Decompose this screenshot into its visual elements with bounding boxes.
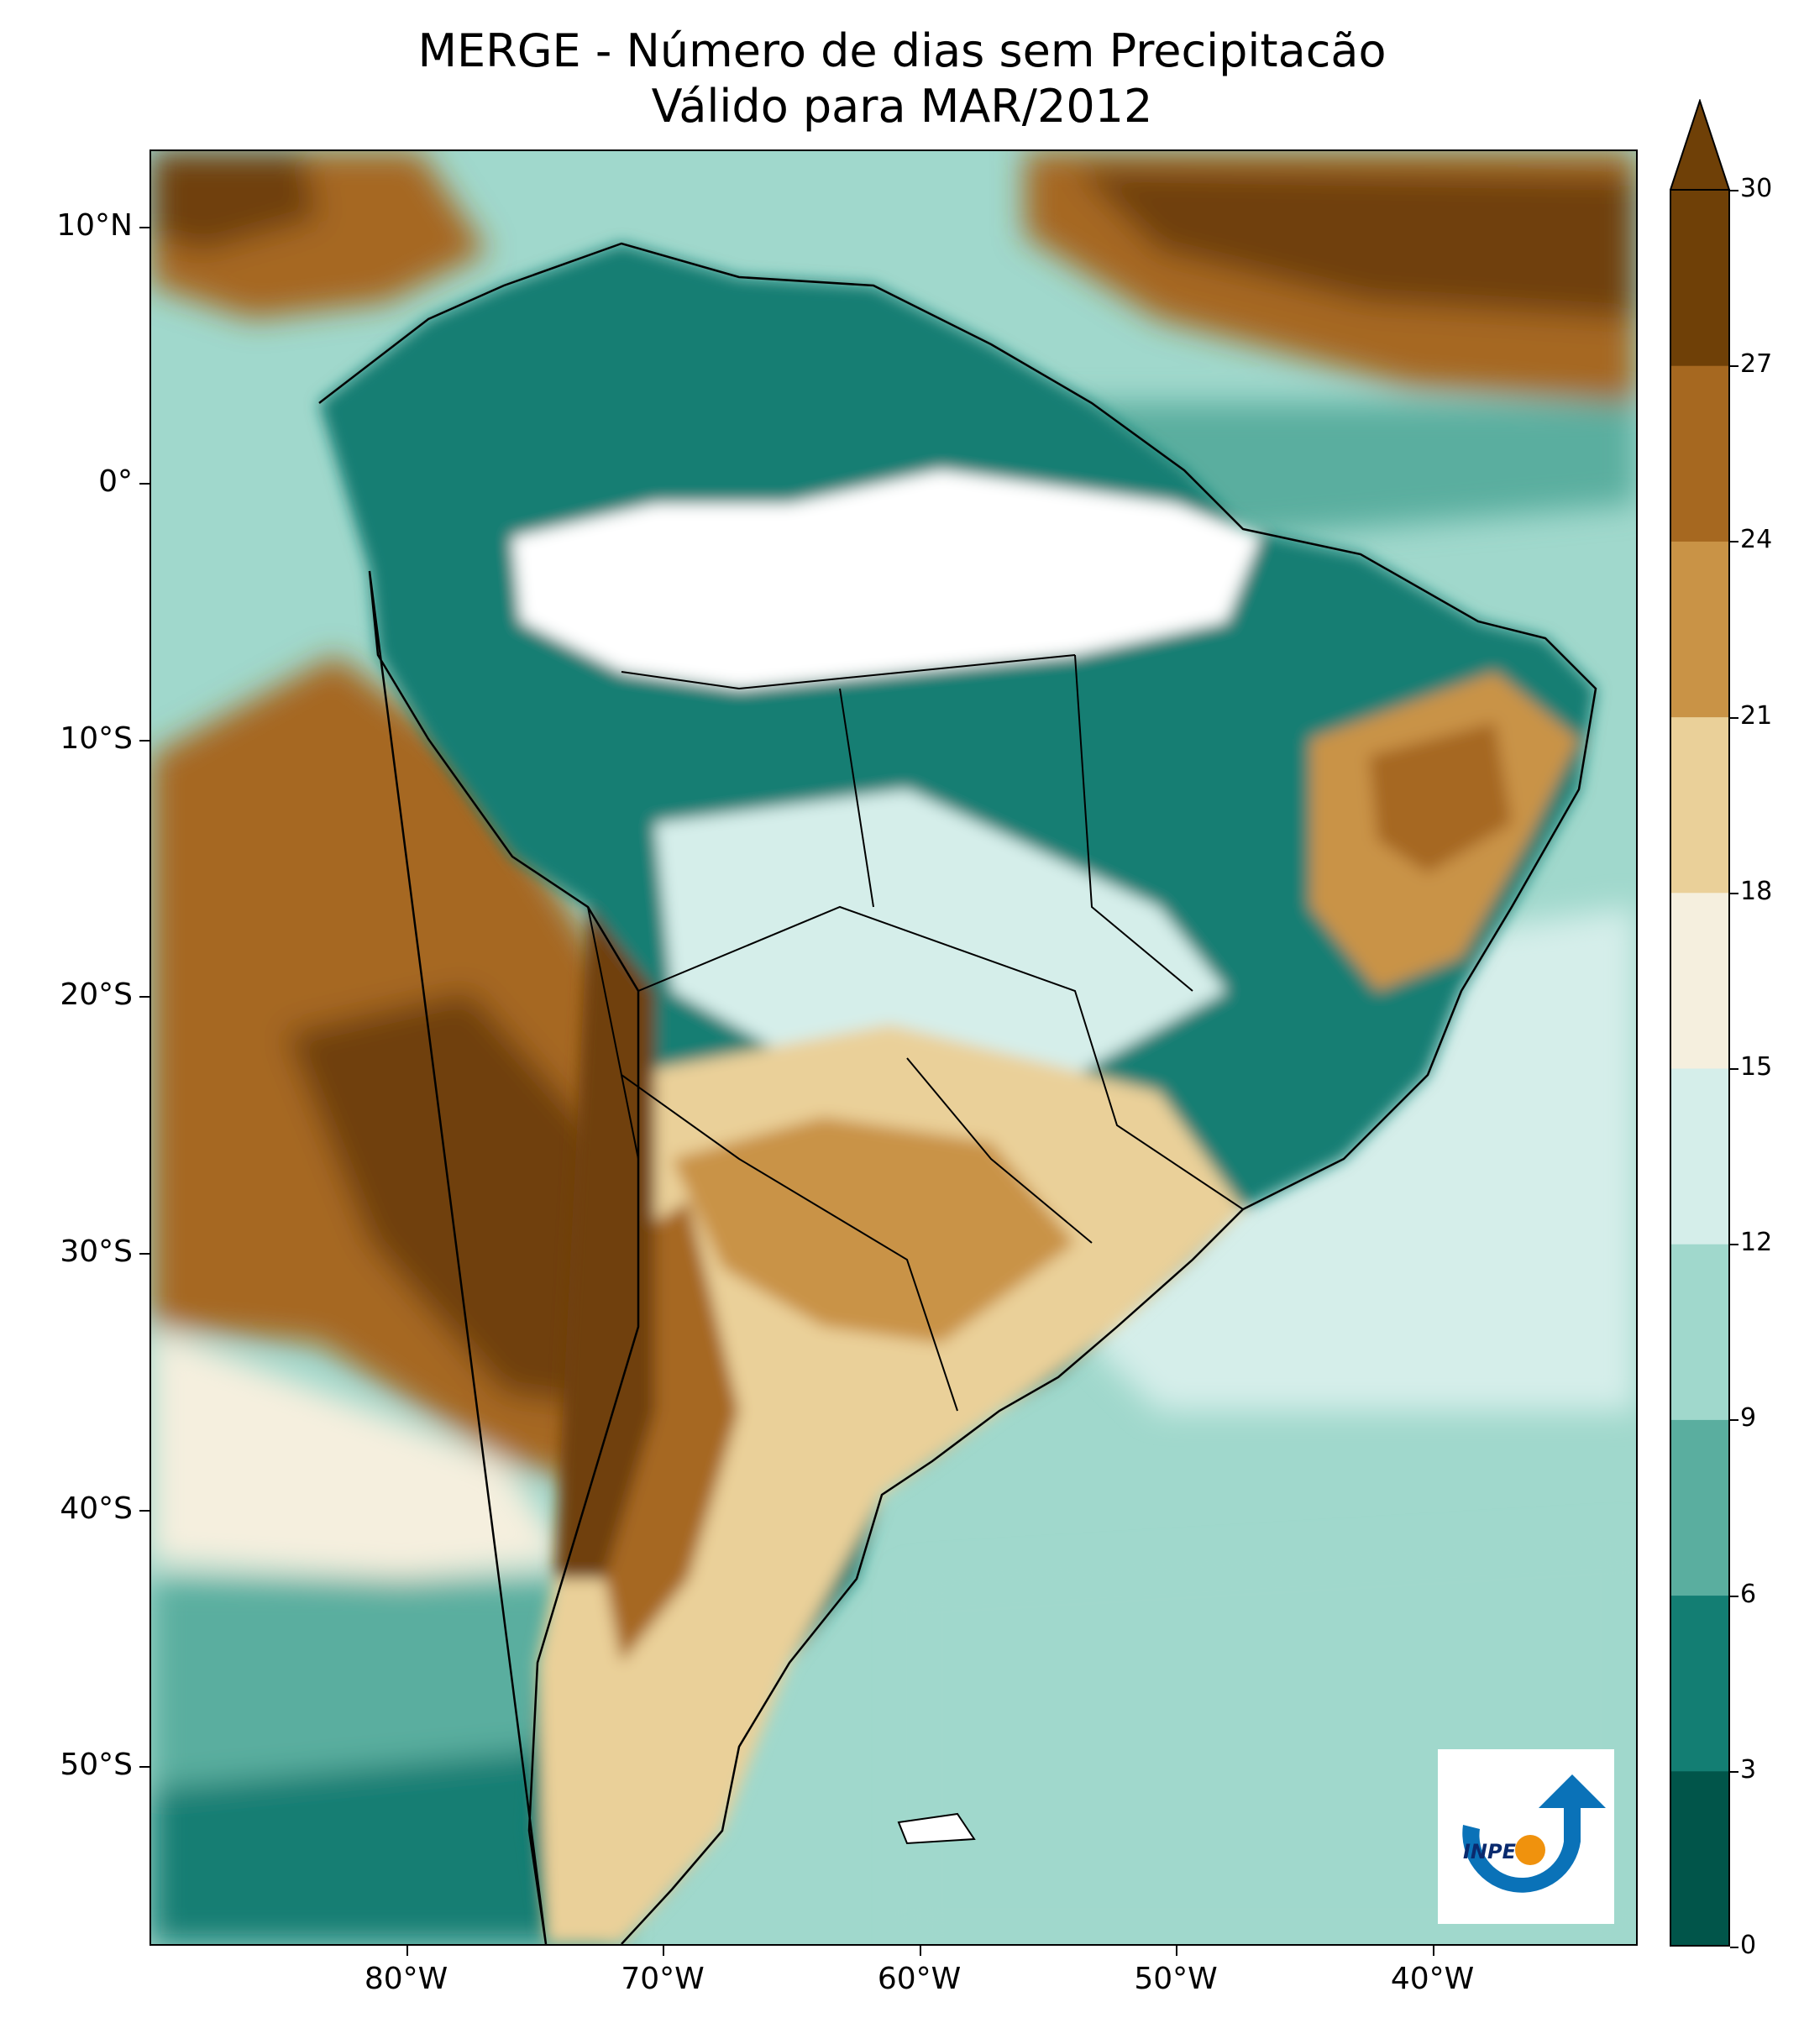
colorbar-tick-label: 12 — [1740, 1228, 1773, 1258]
colorbar-segment — [1670, 716, 1729, 894]
map-area — [149, 149, 1638, 1946]
lat-tick-mark — [139, 1766, 149, 1769]
colorbar-tick-mark — [1730, 1770, 1738, 1773]
lat-tick-label: 30°S — [60, 1234, 133, 1269]
lat-tick-label: 0° — [98, 464, 133, 500]
lat-tick-mark — [139, 1509, 149, 1512]
colorbar-segment — [1670, 541, 1729, 718]
colorbar-tick-mark — [1730, 1419, 1738, 1422]
colorbar-tick-mark — [1730, 1947, 1738, 1948]
colorbar-tick-label: 18 — [1740, 876, 1773, 906]
colorbar-segment — [1670, 1419, 1729, 1596]
colorbar-segment — [1670, 1770, 1729, 1947]
inpe-logo: INPE — [1438, 1749, 1614, 1924]
colorbar-tick-mark — [1730, 1595, 1738, 1597]
colorbar-tick-mark — [1730, 190, 1738, 191]
colorbar-tick-label: 9 — [1740, 1403, 1757, 1433]
lon-tick-label: 40°W — [1390, 1962, 1475, 1996]
lon-tick-mark — [1432, 1946, 1434, 1956]
colorbar-tick-mark — [1730, 541, 1738, 543]
colorbar-tick-label: 30 — [1740, 174, 1773, 203]
lon-tick-mark — [1176, 1946, 1178, 1956]
lat-tick-label: 20°S — [60, 977, 133, 1013]
colorbar-segment — [1670, 1068, 1729, 1245]
lat-tick-mark — [139, 739, 149, 742]
lat-tick-label: 10°N — [56, 207, 133, 243]
colorbar-tick-mark — [1730, 892, 1738, 894]
colorbar-extend-arrow — [1670, 99, 1730, 191]
map-title: MERGE - Número de dias sem Precipitacão … — [0, 24, 1804, 134]
logo-sun — [1515, 1835, 1545, 1865]
logo-text: INPE — [1463, 1840, 1517, 1863]
colorbar-tick-mark — [1730, 365, 1738, 368]
lon-tick-mark — [406, 1946, 408, 1956]
pacific-very-dry-core — [286, 991, 621, 1411]
colorbar-tick-label: 3 — [1740, 1754, 1757, 1785]
inpe-logo-graphic: INPE — [1462, 1774, 1606, 1893]
logo-arrow — [1462, 1774, 1606, 1893]
colorbar-tick-mark — [1730, 1244, 1738, 1246]
amazon-wet-region — [512, 470, 1260, 689]
southern-cone-dry — [538, 1025, 1243, 1944]
colorbar-frame — [1670, 189, 1730, 1947]
colorbar — [1670, 99, 1730, 1947]
colorbar-segment — [1670, 190, 1729, 366]
falkland-islands — [897, 1812, 976, 1845]
lat-tick-mark — [139, 226, 149, 228]
colorbar-tick-mark — [1730, 1068, 1738, 1070]
colorbar-segment — [1670, 1595, 1729, 1772]
colorbar-tick-label: 21 — [1740, 700, 1773, 731]
colorbar-tick-label: 24 — [1740, 525, 1773, 555]
lat-tick-label: 50°S — [60, 1748, 133, 1783]
lat-tick-mark — [139, 483, 149, 485]
colorbar-segment — [1670, 365, 1729, 542]
lon-tick-mark — [663, 1946, 665, 1956]
title-line-2: Válido para MAR/2012 — [651, 80, 1153, 133]
title-line-1: MERGE - Número de dias sem Precipitacão — [417, 24, 1387, 77]
lat-tick-label: 10°S — [60, 721, 133, 756]
colorbar-tick-label: 15 — [1740, 1052, 1773, 1082]
lon-tick-mark — [919, 1946, 921, 1956]
colorbar-segment — [1670, 892, 1729, 1069]
colorbar-tick-label: 6 — [1740, 1579, 1757, 1609]
colorbar-tick-mark — [1730, 716, 1738, 719]
colorbar-tick-label: 27 — [1740, 349, 1773, 380]
lon-tick-label: 70°W — [621, 1962, 705, 1996]
lon-tick-label: 50°W — [1134, 1962, 1218, 1996]
lon-tick-label: 60°W — [877, 1962, 962, 1996]
lat-tick-mark — [139, 996, 149, 998]
country-borders — [587, 654, 1244, 1412]
colorbar-tick-label: 0 — [1740, 1931, 1757, 1960]
lon-tick-label: 80°W — [364, 1962, 448, 1996]
lat-tick-mark — [139, 1252, 149, 1255]
colorbar-segment — [1670, 1244, 1729, 1420]
lat-tick-label: 40°S — [60, 1491, 133, 1526]
precipitation-map — [151, 151, 1636, 1944]
